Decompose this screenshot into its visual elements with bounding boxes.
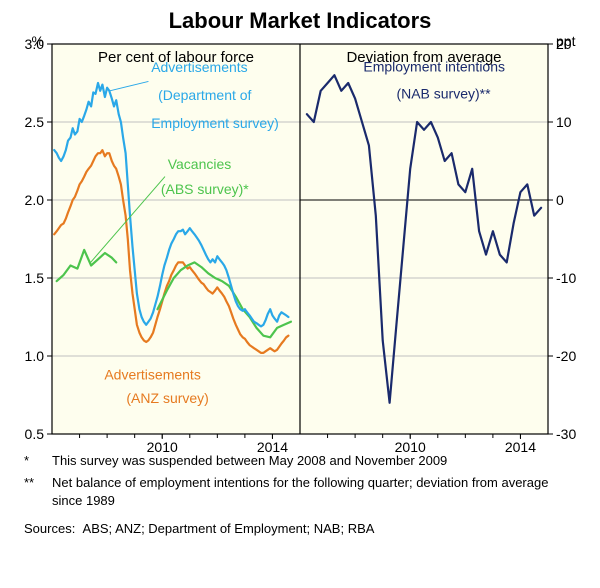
svg-text:2014: 2014 — [505, 439, 536, 452]
svg-text:Employment survey): Employment survey) — [151, 115, 279, 131]
svg-text:-20: -20 — [556, 348, 576, 364]
svg-text:%: % — [32, 34, 44, 49]
svg-text:10: 10 — [556, 114, 572, 130]
svg-text:2.0: 2.0 — [25, 192, 45, 208]
svg-text:0: 0 — [556, 192, 564, 208]
svg-text:0.5: 0.5 — [25, 426, 45, 442]
chart-title: Labour Market Indicators — [0, 0, 600, 34]
svg-text:ppt: ppt — [556, 34, 576, 49]
footnote-text: Net balance of employment intentions for… — [52, 474, 576, 510]
svg-text:2.5: 2.5 — [25, 114, 45, 130]
svg-text:-10: -10 — [556, 270, 576, 286]
chart-container: Labour Market Indicators 0.5 1.0 1.5 2.0 2.5… — [0, 0, 600, 588]
footnote-text: This survey was suspended between May 20… — [52, 452, 447, 470]
sources-text: ABS; ANZ; Department of Employment; NAB;… — [83, 521, 375, 536]
footnote-marker: * — [24, 452, 52, 470]
svg-text:2010: 2010 — [395, 439, 426, 452]
svg-text:2010: 2010 — [147, 439, 178, 452]
svg-text:(ABS survey)*: (ABS survey)* — [161, 181, 249, 197]
svg-text:(NAB survey)**: (NAB survey)** — [396, 86, 491, 102]
chart-svg: 0.51.01.52.02.53.0%-30-20-1001020ppt2010… — [0, 34, 600, 452]
footnote-marker: ** — [24, 474, 52, 510]
svg-text:(Department of: (Department of — [158, 87, 251, 103]
svg-text:Advertisements: Advertisements — [151, 59, 247, 75]
svg-text:Employment intentions: Employment intentions — [363, 58, 505, 74]
svg-text:-30: -30 — [556, 426, 576, 442]
svg-text:2014: 2014 — [257, 439, 288, 452]
svg-text:1.0: 1.0 — [25, 348, 45, 364]
svg-text:(ANZ survey): (ANZ survey) — [126, 390, 208, 406]
sources: Sources: ABS; ANZ; Department of Employm… — [0, 515, 600, 536]
footnotes: *This survey was suspended between May 2… — [0, 452, 600, 511]
svg-text:Advertisements: Advertisements — [104, 366, 200, 382]
svg-text:1.5: 1.5 — [25, 270, 45, 286]
svg-text:Vacancies: Vacancies — [168, 156, 232, 172]
sources-label: Sources: — [24, 521, 75, 536]
